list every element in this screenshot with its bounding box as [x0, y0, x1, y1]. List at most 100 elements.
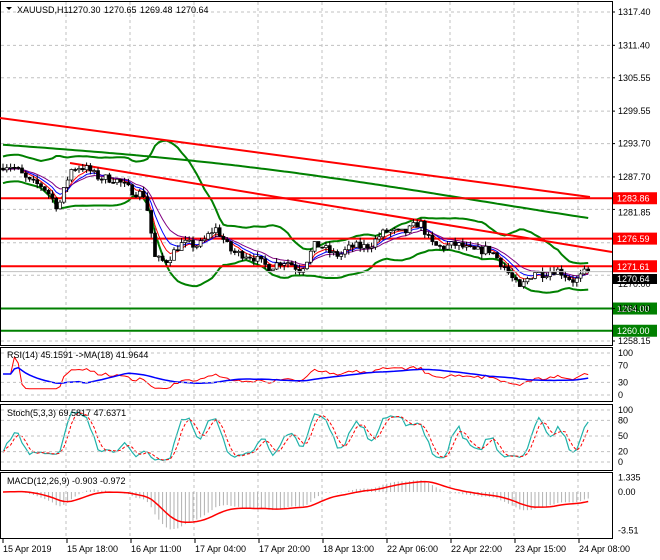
- panel-frame: [0, 472, 613, 539]
- candle-body: [498, 257, 503, 267]
- time-axis-label: 17 Apr 20:00: [259, 544, 310, 554]
- candle-body: [563, 274, 568, 278]
- candle-body: [491, 252, 496, 255]
- candle-body: [107, 174, 112, 183]
- trendline-upper[interactable]: [0, 117, 591, 198]
- candle-body: [559, 268, 564, 276]
- dropdown-triangle-icon[interactable]: [6, 7, 12, 10]
- candle-body: [449, 241, 454, 246]
- price-axis-label: 1293.70: [618, 139, 651, 149]
- candle-body: [346, 244, 351, 251]
- price-axis-label: 1287.70: [618, 172, 651, 182]
- trendline-lower[interactable]: [69, 162, 613, 253]
- candle-body: [31, 178, 36, 181]
- candle-body: [377, 236, 382, 240]
- candle-body: [80, 168, 85, 171]
- candle-body: [422, 221, 427, 235]
- candle-body: [88, 165, 93, 172]
- level-price-label: 1271.61: [617, 262, 650, 272]
- candle-body: [316, 241, 321, 248]
- candle-body: [12, 166, 17, 169]
- current-price-tag: [613, 274, 657, 284]
- candle-body: [571, 279, 575, 283]
- candle-body: [320, 246, 325, 249]
- macd-axis-label: 1.335: [618, 472, 641, 482]
- candle-body: [42, 186, 47, 191]
- level-price-label: 1283.86: [617, 194, 650, 204]
- candle-body: [221, 235, 226, 240]
- price-axis-label: 1299.55: [618, 106, 651, 116]
- candle-body: [438, 245, 442, 247]
- candle-body: [274, 262, 279, 270]
- level-price-tag: [613, 302, 657, 315]
- candle-body: [103, 174, 108, 180]
- candle-body: [248, 256, 252, 259]
- candle-body: [240, 251, 245, 259]
- candle-body: [229, 241, 233, 252]
- candle-body: [362, 244, 366, 249]
- bollinger-upper: [2, 139, 589, 265]
- candle-body: [426, 234, 431, 236]
- candle-body: [476, 246, 480, 250]
- macd-axis-label: -3.51: [618, 526, 639, 536]
- candle-body: [50, 193, 55, 199]
- bollinger-lower: [2, 180, 589, 294]
- candle-body: [244, 256, 249, 259]
- rsi-line: [3, 355, 589, 390]
- candle-body: [164, 260, 169, 264]
- candle-body: [305, 261, 309, 270]
- stoch-title: Stoch(5,3,3) 69.5817 47.6371: [7, 408, 126, 418]
- candle-body: [521, 281, 526, 287]
- candle-body: [335, 251, 340, 257]
- candle-body: [149, 210, 154, 234]
- candle-body: [301, 268, 306, 273]
- candle-body: [210, 232, 214, 235]
- candle-body: [354, 241, 359, 248]
- candle-body: [479, 246, 484, 255]
- candle-body: [308, 250, 313, 263]
- rsi-axis-label: 100: [618, 348, 633, 358]
- candle-body: [350, 244, 355, 248]
- time-axis-label: 23 Apr 15:00: [515, 544, 566, 554]
- candle-body: [35, 179, 40, 185]
- candle-body: [396, 228, 401, 231]
- candle-body: [160, 255, 165, 261]
- candle-body: [441, 245, 446, 250]
- stoch-main-line: [2, 411, 589, 462]
- candle-body: [77, 168, 81, 171]
- ohlc-open: 1270.30: [68, 5, 101, 15]
- level-price-tag: [613, 232, 657, 245]
- stoch-signal-line: [2, 411, 589, 461]
- candle-body: [434, 241, 439, 246]
- panel-frame: [0, 1, 613, 346]
- candle-body: [495, 252, 499, 259]
- macd-axis-label: 0.00: [618, 487, 636, 497]
- candle-body: [23, 172, 28, 178]
- candle-body: [232, 250, 237, 253]
- stoch-axis-label: 100: [618, 405, 633, 415]
- stoch-axis-label: 50: [618, 431, 628, 441]
- candle-body: [118, 178, 123, 183]
- candle-body: [251, 257, 256, 262]
- candle-body: [267, 264, 271, 271]
- candle-body: [388, 230, 393, 233]
- candle-body: [468, 245, 473, 248]
- candle-body: [156, 255, 161, 258]
- candle-body: [502, 266, 507, 268]
- level-price-tag: [613, 192, 657, 205]
- candle-body: [69, 169, 74, 181]
- candle-body: [61, 187, 66, 203]
- candle-body: [373, 238, 378, 248]
- candle-body: [137, 190, 142, 198]
- time-axis-label: 24 Apr 08:00: [579, 544, 630, 554]
- candle-body: [407, 225, 412, 234]
- time-axis-label: 22 Apr 22:00: [451, 544, 502, 554]
- candle-body: [115, 178, 119, 184]
- candle-body: [460, 242, 465, 248]
- candle-body: [191, 239, 195, 248]
- level-price-label: 1260.00: [617, 326, 650, 336]
- candle-body: [384, 229, 389, 233]
- candle-body: [514, 277, 518, 281]
- ohlc-high: 1270.65: [104, 5, 137, 15]
